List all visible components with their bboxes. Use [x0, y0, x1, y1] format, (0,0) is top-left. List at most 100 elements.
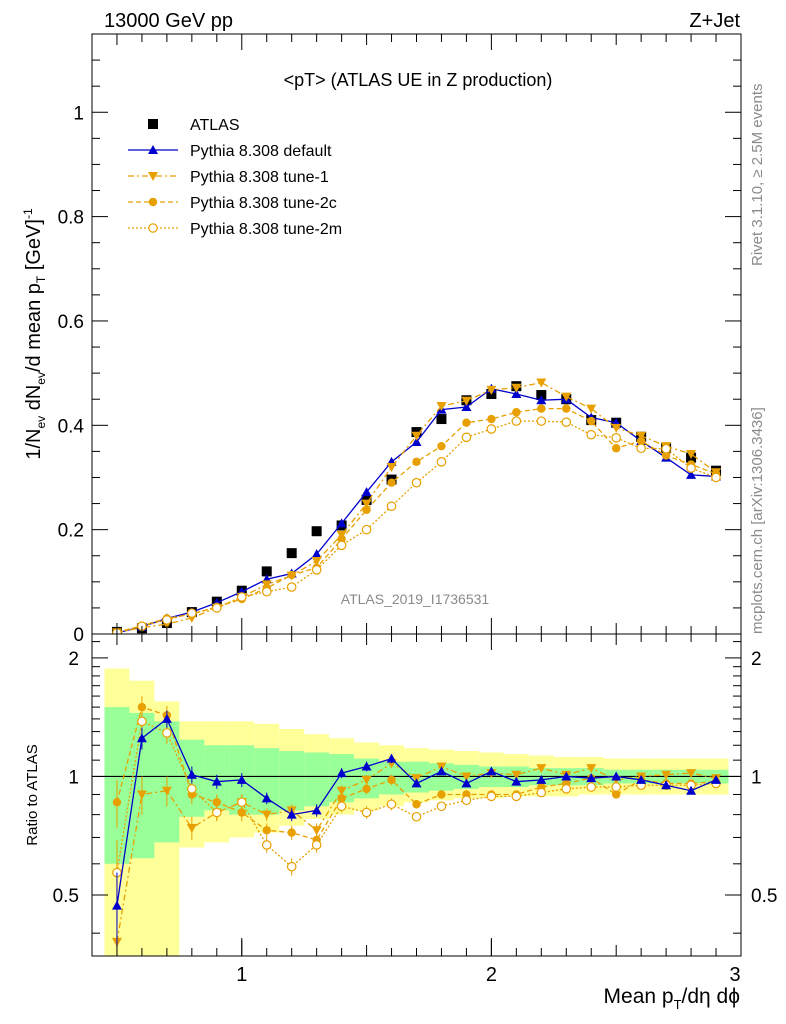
data-point [586, 429, 597, 440]
legend-label: Pythia 8.308 default [190, 143, 332, 160]
data-point [336, 518, 347, 528]
legend-marker [148, 119, 158, 129]
ratio-point [586, 782, 597, 792]
data-point [586, 404, 597, 414]
data-point [512, 408, 521, 417]
data-point [587, 416, 596, 426]
ratio-xlabel: Mean pT/dη dϕ [604, 985, 740, 1012]
legend-label: ATLAS [190, 117, 240, 134]
ratio-point [461, 795, 472, 806]
data-point [437, 441, 446, 451]
data-point [636, 431, 647, 441]
legend-item: ATLAS [148, 117, 240, 134]
data-point [411, 431, 422, 441]
data-point [537, 404, 546, 413]
data-point [686, 463, 696, 473]
ratio-point [386, 753, 397, 763]
data-point [162, 615, 172, 625]
ytick-label: 0.2 [58, 521, 84, 542]
ratio-point [661, 780, 672, 790]
data-point [387, 478, 396, 487]
ratio-ytick-label-right: 1 [751, 767, 762, 788]
data-point [536, 395, 547, 405]
main-plot-ylabel: 1/Nev dNev/d mean pT [GeV]-1 [21, 208, 48, 460]
ratio-point [486, 791, 497, 802]
legend-item: Pythia 8.308 default [128, 143, 332, 160]
ratio-point [511, 776, 522, 786]
ratio-point [261, 793, 272, 803]
ratio-point [287, 828, 296, 837]
ratio-point [436, 801, 447, 812]
ratio-point [286, 809, 297, 819]
data-point [286, 582, 297, 592]
data-point [286, 548, 297, 559]
header-energy: 13000 GeV pp [104, 10, 233, 32]
ratio-point [311, 840, 322, 850]
data-point [562, 404, 571, 413]
ratio-point [136, 790, 147, 800]
ratio-point [336, 768, 347, 778]
ratio-point [237, 808, 246, 817]
ratio-point [411, 778, 422, 788]
ratio-point [561, 771, 572, 781]
ratio-point [511, 791, 522, 802]
ratio-point [262, 826, 271, 835]
ratio-point [386, 799, 397, 810]
ratio-point [137, 716, 147, 727]
ratio-point [261, 810, 272, 820]
ytick-label: 0 [73, 625, 84, 646]
data-point [661, 443, 671, 454]
ratio-point [236, 797, 247, 808]
ratio-point [311, 805, 322, 815]
ratio-point [486, 766, 497, 776]
data-point [461, 432, 472, 443]
ratio-point [536, 774, 547, 784]
data-point [412, 457, 421, 467]
ratio-point [686, 769, 697, 779]
data-point [287, 570, 296, 580]
data-point [386, 501, 397, 511]
svg-text:Mean pT/dη dϕ: Mean pT/dη dϕ [604, 985, 740, 1012]
ratio-point [636, 774, 647, 784]
ratio-point [461, 778, 472, 788]
ratio-point [536, 764, 547, 774]
legend-item: Pythia 8.308 tune-2m [128, 221, 342, 238]
data-point [487, 414, 496, 424]
ratio-ytick-label: 2 [68, 649, 79, 670]
ratio-point [162, 728, 172, 738]
ratio-point [361, 761, 372, 771]
data-point [212, 603, 222, 613]
ratio-ylabel: Ratio to ATLAS [24, 744, 41, 845]
mcplots-label: mcplots.cern.ch [arXiv:1306.3436] [749, 407, 766, 634]
data-point [661, 451, 671, 460]
data-point [311, 556, 322, 566]
ratio-point [661, 770, 672, 780]
ratio-ytick-label-right: 0.5 [751, 886, 777, 907]
data-point [536, 390, 547, 401]
data-point [461, 396, 472, 406]
data-point [536, 378, 547, 388]
data-point [686, 450, 697, 459]
data-point [336, 540, 347, 551]
ratio-point [437, 790, 446, 799]
data-point [511, 383, 522, 393]
data-point [611, 433, 621, 443]
ratio-point [686, 785, 697, 795]
data-point [536, 416, 547, 426]
ratio-point [411, 811, 422, 822]
legend: ATLAS Pythia 8.308 default Pythia 8.308 tu… [128, 117, 342, 238]
legend-marker [148, 197, 158, 207]
ratio-point [187, 784, 197, 794]
data-point [636, 443, 646, 454]
data-point [611, 423, 622, 433]
analysis-watermark: ATLAS_2019_I1736531 [341, 591, 490, 607]
ratio-point [412, 800, 421, 809]
data-point [436, 457, 447, 467]
data-point [411, 437, 422, 446]
ratio-point [136, 733, 147, 743]
data-point [361, 524, 372, 535]
ratio-point [286, 861, 297, 872]
ratio-series-pythia-8-308-default [111, 710, 722, 947]
rivet-label: Rivet 3.1.10, ≥ 2.5M events [749, 84, 766, 267]
